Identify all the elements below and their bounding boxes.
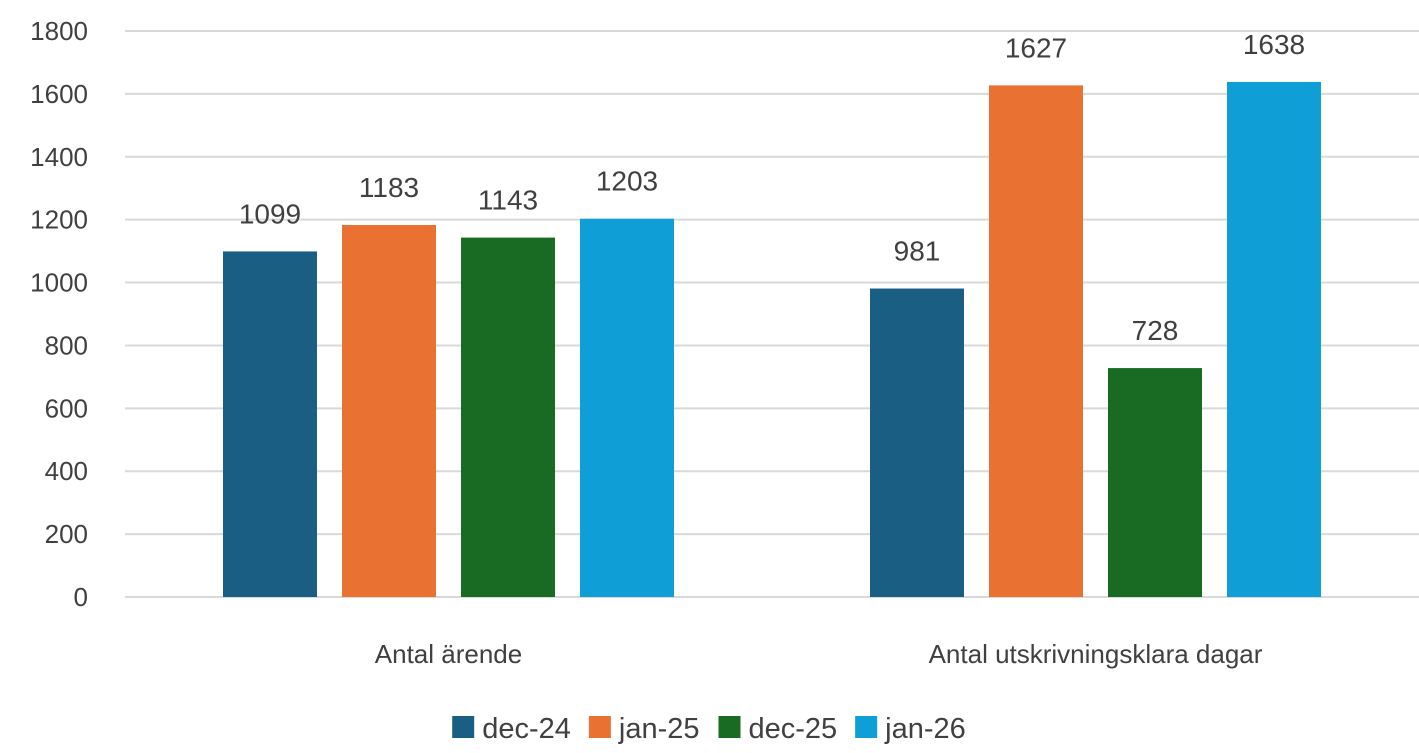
y-tick-label: 800 xyxy=(45,330,88,360)
y-axis: 0 200 400 600 800 1000 1200 1400 1600 1800 xyxy=(30,16,88,612)
y-tick-label: 1600 xyxy=(30,79,88,109)
legend-label: dec-24 xyxy=(482,713,571,745)
bar-dec-25 xyxy=(1108,368,1202,597)
bar-jan-26 xyxy=(1227,81,1321,597)
bars xyxy=(223,81,1321,598)
y-tick-label: 0 xyxy=(74,582,88,612)
bar-dec-24 xyxy=(870,288,964,597)
y-tick-label: 400 xyxy=(45,456,88,486)
y-tick-label: 1000 xyxy=(30,268,88,298)
bar-jan-25 xyxy=(989,85,1083,597)
y-tick-label: 200 xyxy=(45,519,88,549)
legend-swatch xyxy=(855,716,878,738)
data-label: 981 xyxy=(894,236,941,267)
data-label: 1143 xyxy=(478,185,538,216)
x-category-label: Antal ärende xyxy=(375,639,522,669)
y-tick-label: 1400 xyxy=(30,142,88,172)
bar-dec-25 xyxy=(461,237,555,597)
legend-label: jan-26 xyxy=(884,713,966,745)
bar-dec-24 xyxy=(223,251,317,598)
y-tick-label: 1800 xyxy=(30,16,88,46)
y-tick-label: 600 xyxy=(45,393,88,423)
data-label: 1638 xyxy=(1243,29,1305,60)
legend-swatch xyxy=(588,716,611,738)
data-label: 1183 xyxy=(359,172,419,203)
x-category-label: Antal utskrivningsklara dagar xyxy=(929,639,1263,669)
gridlines xyxy=(125,30,1419,598)
legend-label: dec-25 xyxy=(749,713,838,745)
x-axis: Antal ärende Antal utskrivningsklara daga… xyxy=(375,639,1263,669)
legend-label: jan-25 xyxy=(618,713,700,745)
y-tick-label: 1200 xyxy=(30,205,88,235)
bar-jan-25 xyxy=(342,225,436,598)
legend-swatch xyxy=(718,716,741,738)
bar-jan-26 xyxy=(580,218,674,597)
data-label: 1099 xyxy=(239,198,301,229)
data-label: 1203 xyxy=(596,166,658,197)
legend: dec-24 jan-25 dec-25 jan-26 xyxy=(452,713,966,745)
data-label: 1627 xyxy=(1005,32,1067,63)
legend-swatch xyxy=(452,716,475,738)
data-labels: 1099 1183 1143 1203 981 1627 728 1638 xyxy=(239,29,1305,346)
data-label: 728 xyxy=(1132,315,1179,346)
